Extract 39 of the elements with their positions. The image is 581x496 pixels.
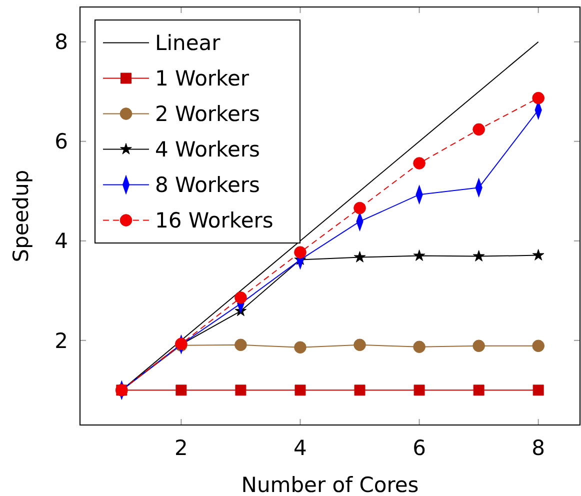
legend-label: Linear [155, 31, 221, 56]
point [532, 340, 544, 352]
point [354, 338, 366, 352]
x-tick-label: 2 [174, 436, 188, 460]
point [354, 251, 366, 262]
point [472, 340, 485, 352]
point [235, 384, 246, 396]
point [294, 384, 306, 396]
y-axis-title: Speedup [9, 170, 33, 262]
point [354, 384, 366, 396]
legend-label: 16 Workers [155, 208, 274, 233]
legend-label: 2 Workers [155, 102, 260, 126]
y-tick-label: 6 [54, 130, 68, 154]
point [532, 92, 544, 104]
x-axis-title: Number of Cores [241, 473, 419, 496]
x-tick-label: 6 [412, 436, 426, 460]
point [413, 340, 426, 354]
point [473, 384, 484, 396]
point [234, 338, 247, 352]
point [354, 202, 366, 214]
point [532, 249, 544, 260]
legend-label: 1 Worker [155, 66, 250, 91]
x-tick-label: 4 [294, 436, 307, 460]
point [472, 123, 485, 136]
point [472, 250, 485, 262]
y-tick-label: 8 [54, 30, 68, 54]
point [532, 384, 544, 396]
y-tick-label: 2 [54, 328, 68, 353]
point [414, 384, 425, 396]
point [294, 341, 306, 354]
point [234, 291, 247, 304]
point [294, 246, 306, 258]
legend-label: 4 Workers [155, 138, 260, 162]
point [413, 157, 426, 170]
y-tick-label: 4 [54, 229, 68, 254]
point [176, 384, 187, 396]
x-tick-label: 8 [532, 436, 546, 460]
point [413, 250, 426, 261]
legend-label: 8 Workers [155, 173, 260, 198]
